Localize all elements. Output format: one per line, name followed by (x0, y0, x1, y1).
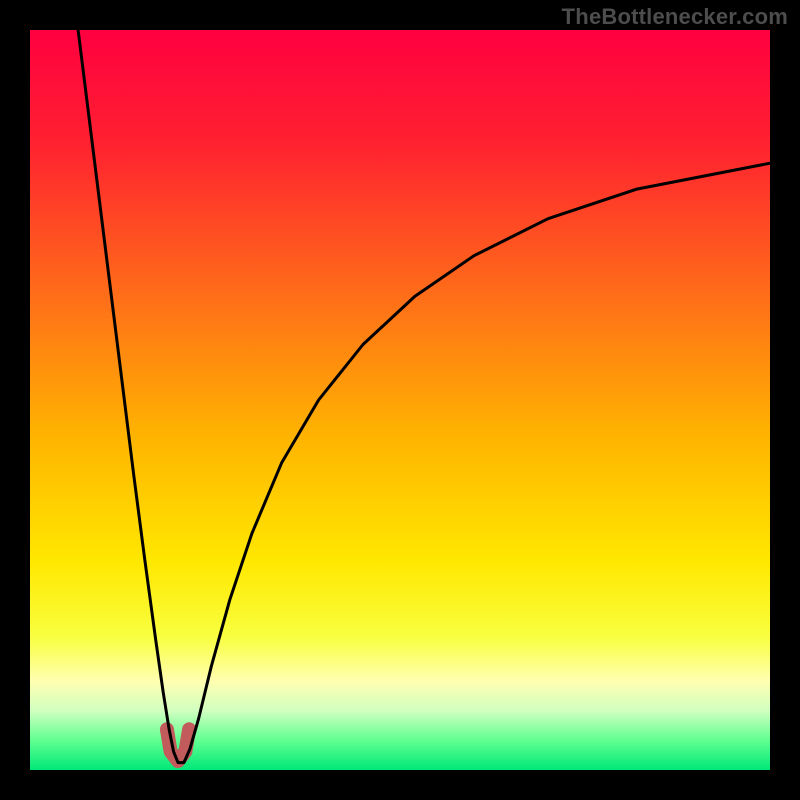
watermark-text: TheBottlenecker.com (562, 4, 788, 30)
plot-background (30, 30, 770, 770)
bottleneck-plot (0, 0, 800, 800)
